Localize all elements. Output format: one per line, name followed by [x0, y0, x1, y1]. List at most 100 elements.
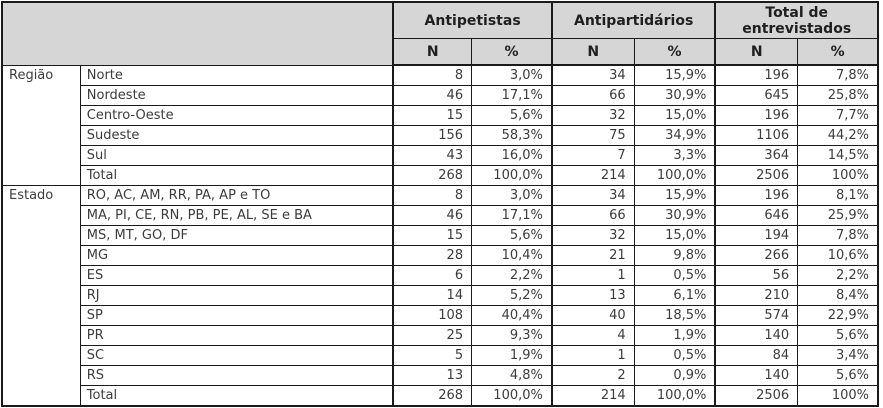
value-cell: 574	[714, 305, 799, 326]
value-cell: 34	[550, 185, 635, 206]
subheader-n-total: N	[714, 38, 799, 66]
value-cell: 10,4%	[471, 245, 553, 266]
value-cell: 5	[392, 345, 473, 366]
value-cell: 15	[392, 105, 473, 126]
value-cell: 30,9%	[633, 85, 716, 106]
value-cell: 58,3%	[471, 125, 553, 146]
row-label: MA, PI, CE, RN, PB, PE, AL, SE e BA	[79, 205, 394, 226]
row-label: Sul	[79, 145, 394, 166]
subheader-n-antipartidarios: N	[550, 38, 635, 66]
table-row: SP 108 40,4% 40 18,5% 574 22,9%	[2, 305, 879, 326]
value-cell: 100,0%	[633, 165, 716, 186]
value-cell: 210	[714, 285, 799, 306]
value-cell: 44,2%	[797, 125, 879, 146]
value-cell: 8,1%	[797, 185, 879, 206]
row-label: ES	[79, 265, 394, 286]
value-cell: 84	[714, 345, 799, 366]
row-label: MG	[79, 245, 394, 266]
table-row: MA, PI, CE, RN, PB, PE, AL, SE e BA 46 17,…	[2, 205, 879, 226]
value-cell: 1106	[714, 125, 799, 146]
subheader-pct-antipetistas: %	[471, 38, 553, 66]
value-cell: 5,2%	[471, 285, 553, 306]
value-cell: 7,8%	[797, 225, 879, 246]
value-cell: 646	[714, 205, 799, 226]
subheader-pct-total: %	[797, 38, 879, 66]
value-cell: 18,5%	[633, 305, 716, 326]
value-cell: 25,9%	[797, 205, 879, 226]
value-cell: 5,6%	[797, 325, 879, 346]
value-cell: 266	[714, 245, 799, 266]
value-cell: 21	[550, 245, 635, 266]
value-cell: 4	[550, 325, 635, 346]
value-cell: 268	[392, 165, 473, 186]
table-row: RS 13 4,8% 2 0,9% 140 5,6%	[2, 365, 879, 386]
table-body: Região Norte 8 3,0% 34 15,9% 196 7,8% Nordeste 46…	[1, 64, 879, 407]
row-label: Total	[79, 385, 394, 407]
row-label: Sudeste	[79, 125, 394, 146]
value-cell: 6,1%	[633, 285, 716, 306]
value-cell: 100%	[797, 165, 879, 186]
row-label: Nordeste	[79, 85, 394, 106]
value-cell: 13	[392, 365, 473, 386]
value-cell: 214	[550, 165, 635, 186]
value-cell: 100,0%	[471, 385, 553, 407]
value-cell: 3,3%	[633, 145, 716, 166]
subheader-pct-antipartidarios: %	[633, 38, 716, 66]
value-cell: 1,9%	[471, 345, 553, 366]
value-cell: 4,8%	[471, 365, 553, 386]
row-label: Centro-Oeste	[79, 105, 394, 126]
row-label: RO, AC, AM, RR, PA, AP e TO	[79, 185, 394, 206]
value-cell: 13	[550, 285, 635, 306]
value-cell: 1	[550, 345, 635, 366]
value-cell: 5,6%	[471, 225, 553, 246]
value-cell: 2,2%	[797, 265, 879, 286]
value-cell: 8	[392, 64, 473, 86]
value-cell: 14	[392, 285, 473, 306]
value-cell: 364	[714, 145, 799, 166]
table-row: Sudeste 156 58,3% 75 34,9% 1106 44,2%	[2, 125, 879, 146]
header-group-row: Antipetistas Antipartidários Total de en…	[1, 1, 879, 66]
section-label: Região	[1, 64, 81, 186]
row-label: PR	[79, 325, 394, 346]
value-cell: 8	[392, 185, 473, 206]
col-group-total-entrevistados: Total de entrevistados	[714, 1, 879, 39]
value-cell: 7	[550, 145, 635, 166]
value-cell: 66	[550, 85, 635, 106]
table-row: RJ 14 5,2% 13 6,1% 210 8,4%	[2, 285, 879, 306]
value-cell: 34,9%	[633, 125, 716, 146]
value-cell: 15,0%	[633, 105, 716, 126]
value-cell: 25	[392, 325, 473, 346]
row-label: RJ	[79, 285, 394, 306]
value-cell: 140	[714, 365, 799, 386]
value-cell: 7,7%	[797, 105, 879, 126]
row-label: Norte	[79, 64, 394, 86]
value-cell: 3,0%	[471, 185, 553, 206]
table-row: SC 5 1,9% 1 0,5% 84 3,4%	[2, 345, 879, 366]
value-cell: 1	[550, 265, 635, 286]
value-cell: 9,8%	[633, 245, 716, 266]
value-cell: 268	[392, 385, 473, 407]
value-cell: 43	[392, 145, 473, 166]
table-row: PR 25 9,3% 4 1,9% 140 5,6%	[2, 325, 879, 346]
value-cell: 140	[714, 325, 799, 346]
value-cell: 8,4%	[797, 285, 879, 306]
table-row: Região Norte 8 3,0% 34 15,9% 196 7,8%	[1, 64, 879, 186]
value-cell: 196	[714, 185, 799, 206]
value-cell: 3,0%	[471, 64, 553, 86]
value-cell: 17,1%	[471, 205, 553, 226]
value-cell: 75	[550, 125, 635, 146]
value-cell: 15,0%	[633, 225, 716, 246]
table-row: ES 6 2,2% 1 0,5% 56 2,2%	[2, 265, 879, 286]
row-label: MS, MT, GO, DF	[79, 225, 394, 246]
value-cell: 30,9%	[633, 205, 716, 226]
table-row: Centro-Oeste 15 5,6% 32 15,0% 196 7,7%	[2, 105, 879, 126]
value-cell: 1,9%	[633, 325, 716, 346]
value-cell: 156	[392, 125, 473, 146]
header-sub-row: N % N % N %	[2, 38, 879, 66]
value-cell: 196	[714, 64, 799, 86]
row-label: SC	[79, 345, 394, 366]
table-row: Sul 43 16,0% 7 3,3% 364 14,5%	[2, 145, 879, 166]
table-row: MS, MT, GO, DF 15 5,6% 32 15,0% 194 7,8%	[2, 225, 879, 246]
col-group-antipartidarios: Antipartidários	[550, 1, 716, 39]
